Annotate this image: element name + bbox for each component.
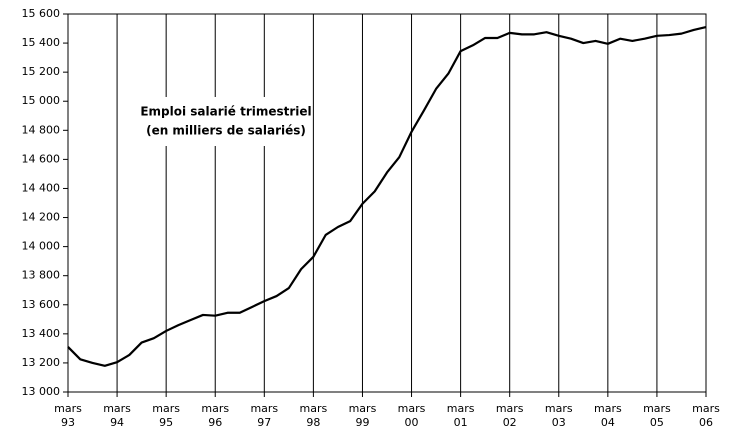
x-tick-label: mars 94 <box>103 402 131 429</box>
plot-border <box>67 13 707 393</box>
x-tick-label: mars 98 <box>299 402 328 429</box>
y-tick-label: 14 000 <box>22 240 61 253</box>
x-tick-label: mars 03 <box>544 402 573 429</box>
x-tick-label: mars 02 <box>495 402 524 429</box>
y-tick-label: 13 800 <box>22 269 61 282</box>
y-tick-label: 15 400 <box>22 36 61 49</box>
x-tick-label: mars 01 <box>446 402 475 429</box>
x-tick-label: mars 99 <box>348 402 377 429</box>
x-tick-label: mars 06 <box>692 402 720 429</box>
y-tick-label: 15 600 <box>22 7 61 20</box>
y-tick-label: 15 200 <box>22 65 61 78</box>
y-tick-label: 15 000 <box>22 94 61 107</box>
chart-subtitle: (en milliers de salariés) <box>146 124 306 138</box>
y-tick-label: 13 200 <box>22 356 61 369</box>
chart-title: Emploi salarié trimestriel <box>140 105 311 119</box>
title-box <box>143 97 310 146</box>
x-tick-label: mars 05 <box>643 402 671 429</box>
y-tick-label: 14 200 <box>22 211 61 224</box>
x-tick-label: mars 97 <box>250 402 279 429</box>
x-tick-label: mars 04 <box>593 402 622 429</box>
y-tick-label: 13 000 <box>22 385 61 398</box>
x-tick-label: mars 00 <box>397 402 426 429</box>
y-tick-label: 14 400 <box>22 181 61 194</box>
y-tick-label: 14 800 <box>22 123 61 136</box>
y-tick-label: 13 600 <box>22 298 61 311</box>
x-tick-label: mars 96 <box>201 402 230 429</box>
x-tick-label: mars 95 <box>152 402 180 429</box>
data-line <box>67 26 707 367</box>
y-tick-label: 13 400 <box>22 327 61 340</box>
y-tick-label: 14 600 <box>22 152 61 165</box>
x-tick-label: mars 93 <box>54 402 82 429</box>
